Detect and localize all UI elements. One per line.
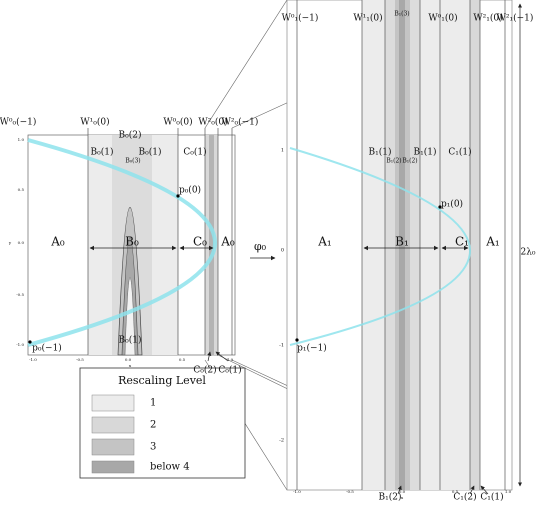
y-tick-label: -1 [279, 343, 284, 349]
point-label: p₁(−1) [297, 343, 327, 354]
band-label: B₀(1) [139, 147, 162, 158]
y-tick-label: -0.5 [16, 292, 24, 297]
x-tick-label: 0.0 [399, 489, 406, 494]
x-axis-label: x [129, 363, 132, 368]
y-tick-label: 1 [281, 148, 284, 154]
band-label: B₁(2) [402, 158, 417, 165]
region-label: A₁ [317, 235, 331, 249]
bottom-label: C₁(1) [480, 492, 503, 503]
bottom-label: B₁(2) [379, 492, 402, 503]
y-axis-label: y [8, 240, 12, 245]
band-label: B₁(1) [369, 147, 392, 158]
legend-entry: 1 [150, 398, 156, 409]
point-label: p₀(0) [179, 185, 201, 196]
y-tick-label: -2 [279, 438, 284, 444]
band-label: C₁(1) [448, 147, 471, 158]
left-panel [27, 128, 236, 362]
band-label: B₁(2) [386, 158, 401, 165]
x-tick-label: 0.5 [452, 489, 459, 494]
legend-entry: 2 [150, 420, 156, 431]
x-tick-label: 0.0 [125, 357, 132, 362]
map-label: φ₀ [254, 240, 267, 253]
band-label: B₀(3) [125, 158, 140, 165]
region-label: C₀ [193, 235, 207, 249]
bottom-label: C₁(2) [453, 492, 476, 503]
band-label: B₀(2) [119, 130, 142, 141]
legend-entry: 3 [150, 442, 156, 453]
top-label: W²₀(−1) [222, 117, 259, 128]
legend-title: Rescaling Level [118, 374, 206, 387]
region-label: A₀ [50, 235, 65, 249]
band-label: C₀(1) [183, 147, 206, 158]
x-tick-label: 1.0 [227, 357, 234, 362]
legend [79, 367, 246, 479]
top-label: W⁰₁(−1) [282, 13, 319, 24]
top-label: W²₁(0) [473, 13, 502, 24]
y-tick-label: -1.0 [16, 342, 24, 347]
top-label: W²₀(0) [198, 117, 227, 128]
top-label: W⁰₁(0) [428, 13, 457, 24]
x-tick-label: -0.5 [76, 357, 84, 362]
top-label: W¹₁(0) [353, 13, 382, 24]
x-tick-label: 0.5 [179, 357, 186, 362]
region-label: A₀ [220, 235, 235, 249]
y-tick-label: 1.0 [18, 137, 25, 142]
x-tick-label: -1.0 [293, 489, 301, 494]
height-label: 2λ₀ [520, 248, 535, 258]
band-label: B₁(1) [414, 147, 437, 158]
legend-entry: below 4 [150, 462, 190, 473]
top-label: W²₁(−1) [497, 13, 534, 24]
region-label: A₁ [485, 235, 499, 249]
region-label: C₁ [455, 235, 469, 249]
point-label: p₁(0) [441, 199, 463, 210]
region-label: B₀ [125, 235, 139, 249]
top-label: W⁰₀(0) [163, 117, 192, 128]
region-label: B₁ [395, 235, 409, 249]
point-label: p₀(−1) [32, 343, 62, 354]
x-axis-label: x [401, 495, 404, 500]
band-label: B₀(1) [91, 147, 114, 158]
x-tick-label: -0.5 [346, 489, 354, 494]
bottom-label: B₀(1) [119, 335, 142, 346]
y-tick-label: 0.0 [18, 240, 25, 245]
bottom-label: C₀(2) [193, 365, 216, 376]
x-tick-label: 1.0 [505, 489, 512, 494]
y-tick-label: 0.5 [18, 187, 25, 192]
top-label: B₁(3) [394, 11, 409, 18]
x-tick-label: -1.0 [29, 357, 37, 362]
labels: W⁰₀(−1) W¹₀(0) W⁰₀(0) W²₀(0)W²₀(−1) B₀(2) B₀(… [0, 11, 536, 503]
top-label: W¹₀(0) [80, 117, 109, 128]
right-panel [286, 0, 523, 495]
bottom-label: C₀(1) [218, 365, 241, 376]
y-tick-label: 0 [281, 248, 284, 254]
top-label: W⁰₀(−1) [0, 117, 36, 128]
